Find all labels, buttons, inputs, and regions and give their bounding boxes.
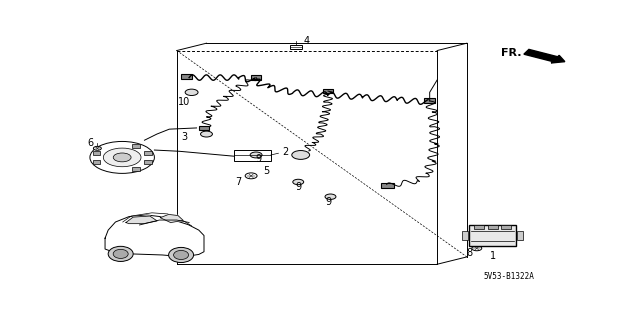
Polygon shape (160, 214, 183, 223)
Circle shape (245, 173, 257, 179)
Circle shape (113, 153, 131, 162)
Circle shape (472, 246, 482, 251)
Text: 5: 5 (263, 166, 269, 176)
Circle shape (325, 194, 336, 199)
Circle shape (103, 148, 141, 167)
Bar (251, 75, 261, 80)
Circle shape (185, 89, 198, 95)
Bar (93, 151, 100, 155)
Bar (424, 99, 435, 103)
Text: 2: 2 (283, 147, 289, 158)
Text: 6: 6 (88, 138, 94, 148)
Bar (289, 45, 302, 49)
Text: 10: 10 (178, 97, 190, 107)
Bar (132, 167, 140, 171)
Text: FR.: FR. (501, 48, 522, 58)
Polygon shape (105, 215, 204, 256)
Circle shape (292, 179, 304, 185)
Bar (501, 226, 511, 229)
Bar (198, 126, 209, 130)
Circle shape (250, 152, 262, 158)
Bar (234, 150, 271, 161)
Text: 9: 9 (295, 182, 301, 192)
Ellipse shape (173, 250, 189, 260)
Text: 9: 9 (325, 197, 331, 207)
FancyArrow shape (524, 49, 565, 63)
Polygon shape (126, 216, 157, 224)
Bar (474, 226, 484, 229)
Ellipse shape (168, 248, 193, 263)
Bar (488, 226, 498, 229)
Bar (132, 144, 140, 148)
Bar (144, 160, 152, 164)
Text: 1: 1 (490, 251, 496, 261)
Circle shape (292, 151, 310, 160)
Text: 5V53-B1322A: 5V53-B1322A (484, 272, 534, 281)
Text: 4: 4 (303, 36, 309, 46)
Text: 8: 8 (467, 248, 472, 258)
Circle shape (93, 146, 101, 150)
Bar (93, 160, 100, 164)
Bar (469, 225, 516, 246)
Ellipse shape (108, 246, 133, 262)
Bar (381, 183, 394, 188)
Bar (181, 74, 192, 79)
Text: 3: 3 (181, 131, 188, 142)
Text: 7: 7 (236, 177, 242, 187)
Bar (463, 231, 468, 240)
Circle shape (90, 141, 154, 174)
Bar (144, 151, 152, 155)
Text: 9: 9 (255, 154, 262, 164)
Bar (323, 89, 333, 93)
Circle shape (200, 131, 212, 137)
Ellipse shape (113, 249, 128, 258)
Bar (518, 231, 524, 240)
